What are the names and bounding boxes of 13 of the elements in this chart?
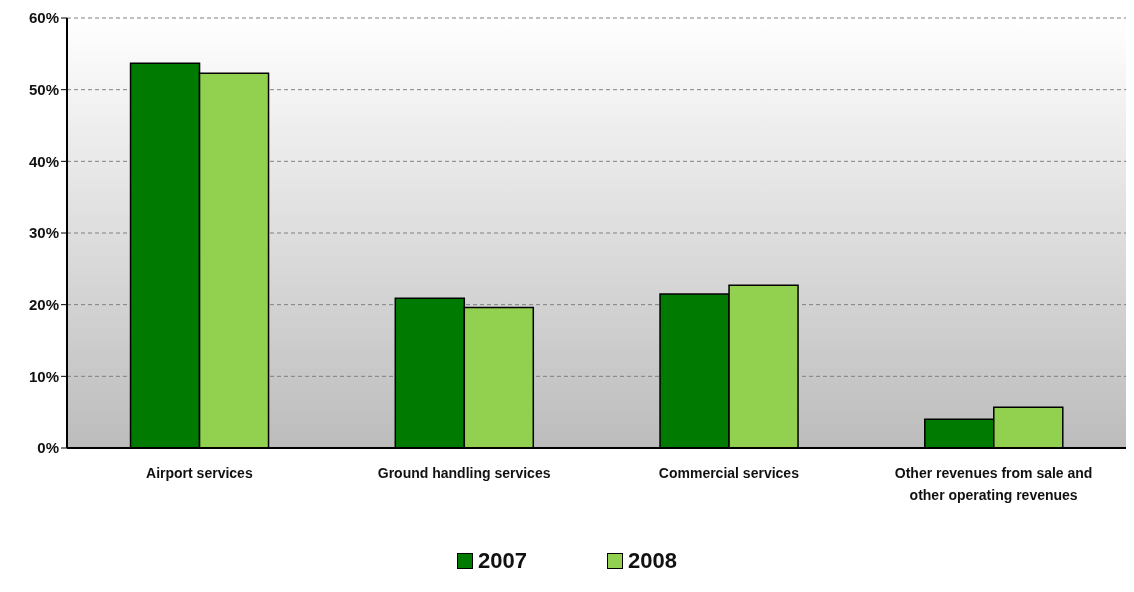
x-tick-label: Airport services: [146, 465, 253, 481]
y-tick-label: 30%: [28, 224, 59, 242]
y-tick-label: 40%: [28, 152, 59, 170]
y-tick-label: 20%: [28, 295, 59, 313]
x-tick-label: Ground handling services: [377, 465, 551, 481]
y-tick-label: 10%: [28, 367, 59, 385]
y-tick-label: 60%: [28, 9, 59, 27]
x-tick-label: Commercial services: [658, 465, 800, 481]
y-tick-label: 0%: [37, 439, 59, 457]
x-tick-label: Other revenues from sale and other operating revenues: [894, 465, 1093, 503]
legend-label: 2008: [628, 548, 677, 574]
y-tick-label: 50%: [28, 80, 59, 98]
legend-label: 2007: [478, 548, 527, 574]
